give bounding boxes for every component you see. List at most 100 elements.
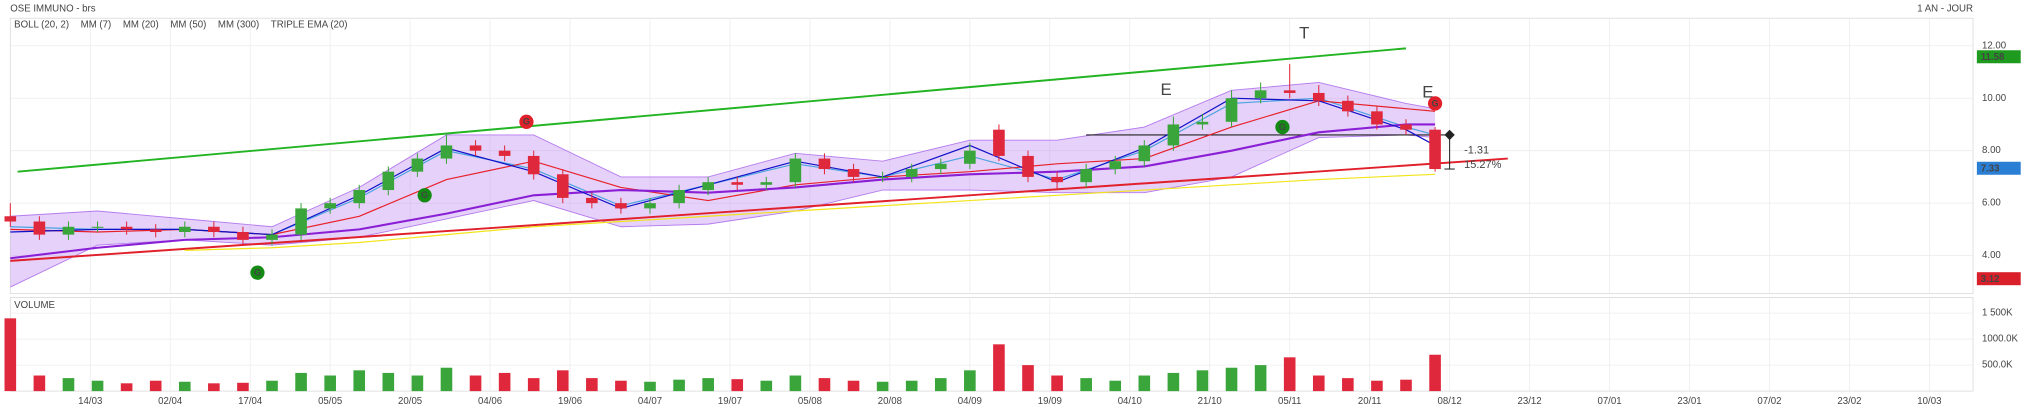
- x-tick-label: 19/09: [1038, 396, 1062, 407]
- candle-body: [91, 226, 104, 228]
- volume-bar: [1167, 372, 1180, 392]
- volume-bar: [62, 378, 75, 392]
- volume-bar: [324, 375, 336, 392]
- y-tick-label: 12.00: [1982, 40, 2007, 51]
- volume-bar: [1225, 367, 1238, 392]
- period-label: 1 AN - JOUR: [1917, 4, 1973, 15]
- volume-bar: [266, 380, 278, 392]
- x-tick-label: 20/05: [398, 396, 422, 407]
- volume-bar: [120, 383, 133, 392]
- volume-bar: [4, 318, 17, 392]
- x-tick-label: 02/04: [158, 396, 183, 407]
- candle-body: [295, 208, 307, 235]
- volume-bar: [556, 370, 569, 392]
- legend-entry: BOLL (20, 2): [14, 19, 69, 30]
- x-tick-label: 05/11: [1278, 396, 1301, 407]
- volume-bar: [731, 379, 744, 392]
- legend-entry: TRIPLE EMA (20): [271, 19, 348, 30]
- volume-bar: [1254, 365, 1267, 392]
- signal-label: G: [421, 190, 428, 200]
- candle-body: [353, 190, 366, 204]
- candle-body: [818, 158, 831, 170]
- price-badge: [1976, 50, 2021, 64]
- volume-bar: [673, 379, 685, 392]
- candle-body: [1429, 129, 1441, 170]
- volume-bar: [934, 378, 947, 392]
- indicator-line: [10, 97, 1436, 236]
- x-tick-label: 23/01: [1677, 396, 1701, 407]
- candle-body: [1138, 145, 1151, 162]
- x-tick-label: 21/10: [1198, 396, 1223, 407]
- bollinger-upper: [10, 82, 1436, 228]
- y-tick-label: 4.00: [1982, 250, 2001, 261]
- x-tick-label: 04/06: [478, 396, 502, 407]
- candle-body: [237, 232, 249, 240]
- candle-body: [644, 203, 656, 209]
- indicator-line: [184, 173, 1436, 251]
- volume-bar: [1196, 370, 1209, 392]
- volume-bar: [1051, 375, 1063, 392]
- volume-title: VOLUME: [14, 300, 55, 311]
- volume-bar: [382, 372, 395, 392]
- volume-bar: [1283, 357, 1296, 392]
- candle-body: [1051, 176, 1063, 183]
- candle-body: [4, 216, 17, 222]
- volume-bar: [905, 380, 918, 392]
- x-tick-label: 04/07: [638, 396, 662, 407]
- volume-bar: [295, 372, 307, 392]
- volume-bar: [353, 370, 366, 392]
- trend-line: [10, 157, 1508, 262]
- volume-bar: [498, 372, 511, 392]
- volume-bar: [1138, 375, 1151, 392]
- y-tick-label: 1 500K: [1982, 308, 2013, 319]
- candle-body: [556, 174, 569, 198]
- candle-body: [1400, 124, 1412, 130]
- volume-bar: [644, 381, 656, 392]
- candle-body: [789, 158, 802, 183]
- x-tick-label: 05/05: [318, 396, 342, 407]
- candle-body: [934, 163, 947, 170]
- signal-label: G: [1432, 98, 1439, 108]
- candle-body: [1342, 100, 1354, 112]
- signal-marker: [1275, 119, 1290, 135]
- signal-marker: [250, 265, 265, 280]
- candle-body: [469, 145, 482, 151]
- volume-bar: [208, 383, 220, 392]
- x-tick-label: 10/03: [1917, 396, 1941, 407]
- x-tick-label: 19/07: [718, 396, 742, 407]
- candle-body: [1196, 121, 1209, 125]
- volume-bar: [469, 375, 482, 392]
- candle-body: [1254, 90, 1267, 99]
- price-badge-label: 3.12: [1981, 274, 2000, 285]
- signal-label: G: [523, 117, 530, 127]
- candle-body: [731, 182, 744, 185]
- volume-bar: [615, 380, 627, 392]
- legend-entry: MM (50): [170, 19, 206, 30]
- volume-bar: [847, 380, 860, 392]
- price-badge-label: 11.58: [1981, 52, 2005, 63]
- x-tick-label: 17/04: [238, 396, 263, 407]
- volume-bar: [876, 381, 889, 392]
- candle-body: [1283, 90, 1296, 93]
- volume-bar: [702, 378, 714, 392]
- arrow-head: [1444, 129, 1455, 141]
- candle-body: [1371, 111, 1383, 125]
- signal-marker: [519, 114, 534, 129]
- volume-bar: [1429, 354, 1441, 392]
- x-tick-label: 07/01: [1597, 396, 1621, 407]
- x-tick-label: 07/02: [1757, 396, 1781, 407]
- candle-body: [1312, 92, 1325, 101]
- x-tick-label: 20/08: [878, 396, 902, 407]
- measure-label: -1.31: [1464, 145, 1489, 157]
- signal-label: G: [254, 268, 261, 278]
- x-tick-label: 20/11: [1358, 396, 1381, 407]
- x-tick-label: 08/12: [1438, 396, 1462, 407]
- x-tick-label: 05/08: [798, 396, 822, 407]
- candle-body: [876, 176, 889, 178]
- y-tick-label: 500.0K: [1982, 360, 2013, 371]
- bollinger-band: [10, 82, 1436, 288]
- pattern-letter: E: [1422, 82, 1433, 101]
- volume-bar: [1342, 378, 1354, 392]
